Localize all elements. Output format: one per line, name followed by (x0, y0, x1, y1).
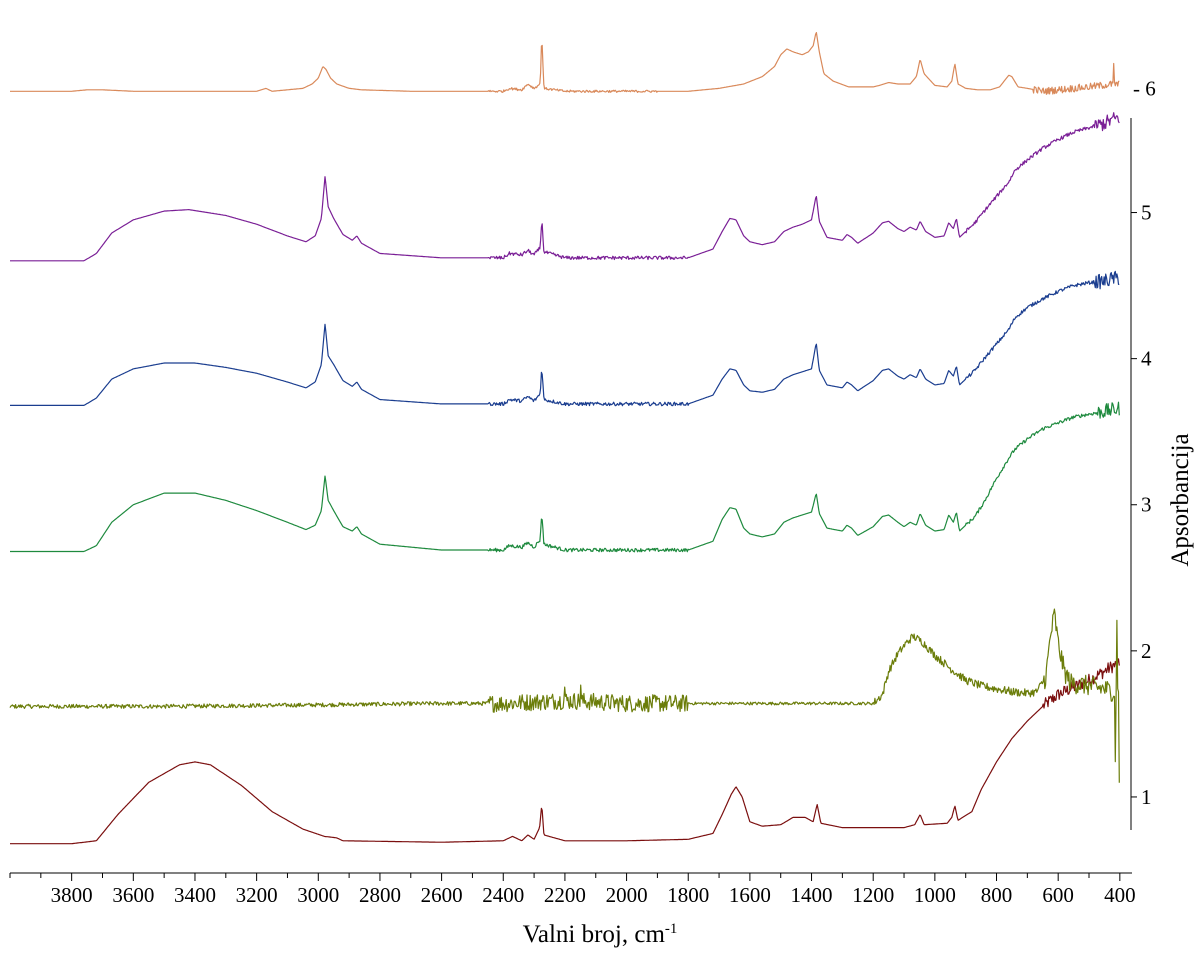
x-tick-label: 1800 (667, 883, 709, 907)
x-axis-title: Valni broj, cm-1 (523, 921, 678, 948)
x-tick-label: 3800 (51, 883, 93, 907)
x-tick-label: 600 (1042, 883, 1074, 907)
spectrum-line-5 (10, 112, 1120, 262)
spectrum-line-4 (10, 270, 1120, 407)
x-tick-label: 1400 (791, 883, 833, 907)
x-tick-label: 3400 (174, 883, 216, 907)
x-tick-label: 1000 (914, 883, 956, 907)
y-tick-label: 1 (1141, 785, 1152, 809)
y-tick-label-6: - 6 (1133, 76, 1156, 100)
spectrum-line-1 (10, 658, 1120, 845)
x-tick-label: 2000 (606, 883, 648, 907)
y-axis: 1 2 3 4 5 - 6 (1130, 76, 1156, 830)
x-tick-label: 1200 (852, 883, 894, 907)
x-tick-label: 2200 (544, 883, 586, 907)
x-tick-label: 3200 (236, 883, 278, 907)
y-tick-label: 5 (1141, 201, 1152, 225)
x-tick-label: 400 (1104, 883, 1136, 907)
x-axis-title-text: Valni broj, cm (523, 921, 666, 948)
y-tick-label: 2 (1141, 639, 1152, 663)
x-tick-label: 2800 (359, 883, 401, 907)
x-tick-label: 3600 (112, 883, 154, 907)
x-axis-title-superscript: -1 (665, 921, 678, 937)
spectrum-line-2 (9, 608, 1120, 783)
x-tick-label: 800 (981, 883, 1013, 907)
x-tick-label: 2600 (421, 883, 463, 907)
x-tick-label: 1600 (729, 883, 771, 907)
x-tick-label: 2400 (482, 883, 524, 907)
y-tick-label: 4 (1141, 347, 1152, 371)
spectrum-line-6 (10, 32, 1120, 95)
spectrum-line-3 (10, 401, 1120, 553)
y-tick-label: 3 (1141, 493, 1152, 517)
y-axis-title: Apsorbancija (1167, 433, 1194, 566)
x-axis: 3800 3600 3400 3200 3000 2800 2600 2400 2200 2000… (9, 872, 1136, 907)
x-tick-label: 3000 (297, 883, 339, 907)
series-layer (9, 32, 1120, 845)
